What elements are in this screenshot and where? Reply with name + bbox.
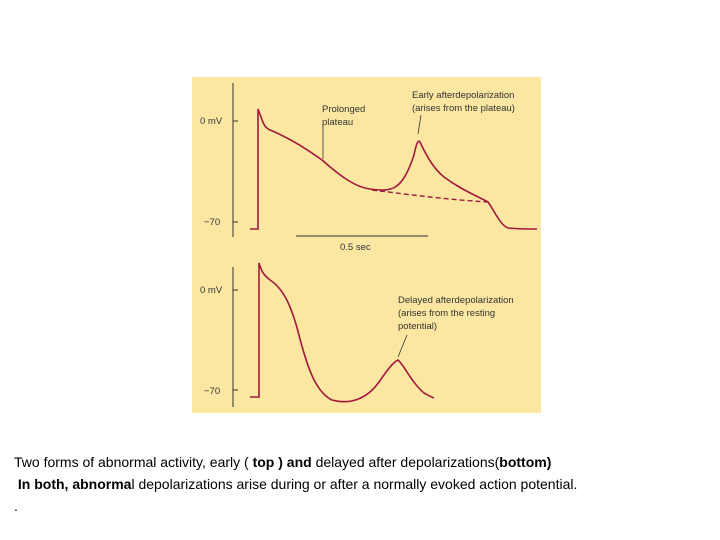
time-scale: 0.5 sec	[296, 235, 428, 253]
early-pointer-line	[417, 114, 422, 135]
top-zero-label: 0 mV	[200, 116, 223, 127]
bottom-rest-label: −70	[204, 386, 220, 397]
action-potential-figure: 0 mV −70 Prolonged plateau Early afterde…	[192, 77, 541, 413]
caption-line-3: .	[14, 498, 18, 514]
caption-line1-part3: delayed after depolarizations(	[311, 454, 500, 470]
caption-line1-part2: top ) and	[252, 454, 312, 470]
top-trace-early-afterdepolarization	[250, 108, 538, 230]
figure-svg: 0 mV −70 Prolonged plateau Early afterde…	[192, 77, 541, 413]
early-annotation-line1: Early afterdepolarization	[412, 90, 514, 101]
top-rest-label: −70	[204, 217, 220, 228]
caption-line2-part2: l depolarizations arise during or after …	[131, 476, 578, 492]
top-trace-normal-dashed	[371, 189, 489, 203]
caption-line-1: Two forms of abnormal activity, early ( …	[14, 451, 714, 473]
time-scale-label: 0.5 sec	[340, 242, 371, 253]
figure-background	[192, 77, 541, 413]
bottom-zero-label: 0 mV	[200, 285, 223, 296]
delayed-annotation-line2: (arises from the resting	[398, 308, 495, 319]
bottom-trace-delayed-afterdepolarization	[250, 262, 435, 403]
delayed-annotation-line3: potential)	[398, 321, 437, 332]
delayed-pointer-line	[397, 334, 408, 358]
caption-line1-part4: bottom)	[499, 454, 552, 470]
early-annotation-line2: (arises from the plateau)	[412, 103, 515, 114]
caption-line2-part1: In both, abnorma	[14, 476, 132, 492]
plateau-annotation-line1: Prolonged	[322, 104, 365, 115]
caption-line1-part1: Two forms of abnormal activity, early (	[14, 454, 253, 470]
plateau-annotation-line2: plateau	[322, 117, 353, 128]
bottom-panel: 0 mV −70 Delayed afterdepolarization (ar…	[200, 262, 514, 407]
top-panel: 0 mV −70 Prolonged plateau Early afterde…	[200, 83, 538, 237]
caption-line-2: In both, abnormal depolarizations arise …	[14, 473, 714, 495]
delayed-annotation-line1: Delayed afterdepolarization	[398, 295, 514, 306]
figure-caption: Two forms of abnormal activity, early ( …	[14, 451, 714, 517]
